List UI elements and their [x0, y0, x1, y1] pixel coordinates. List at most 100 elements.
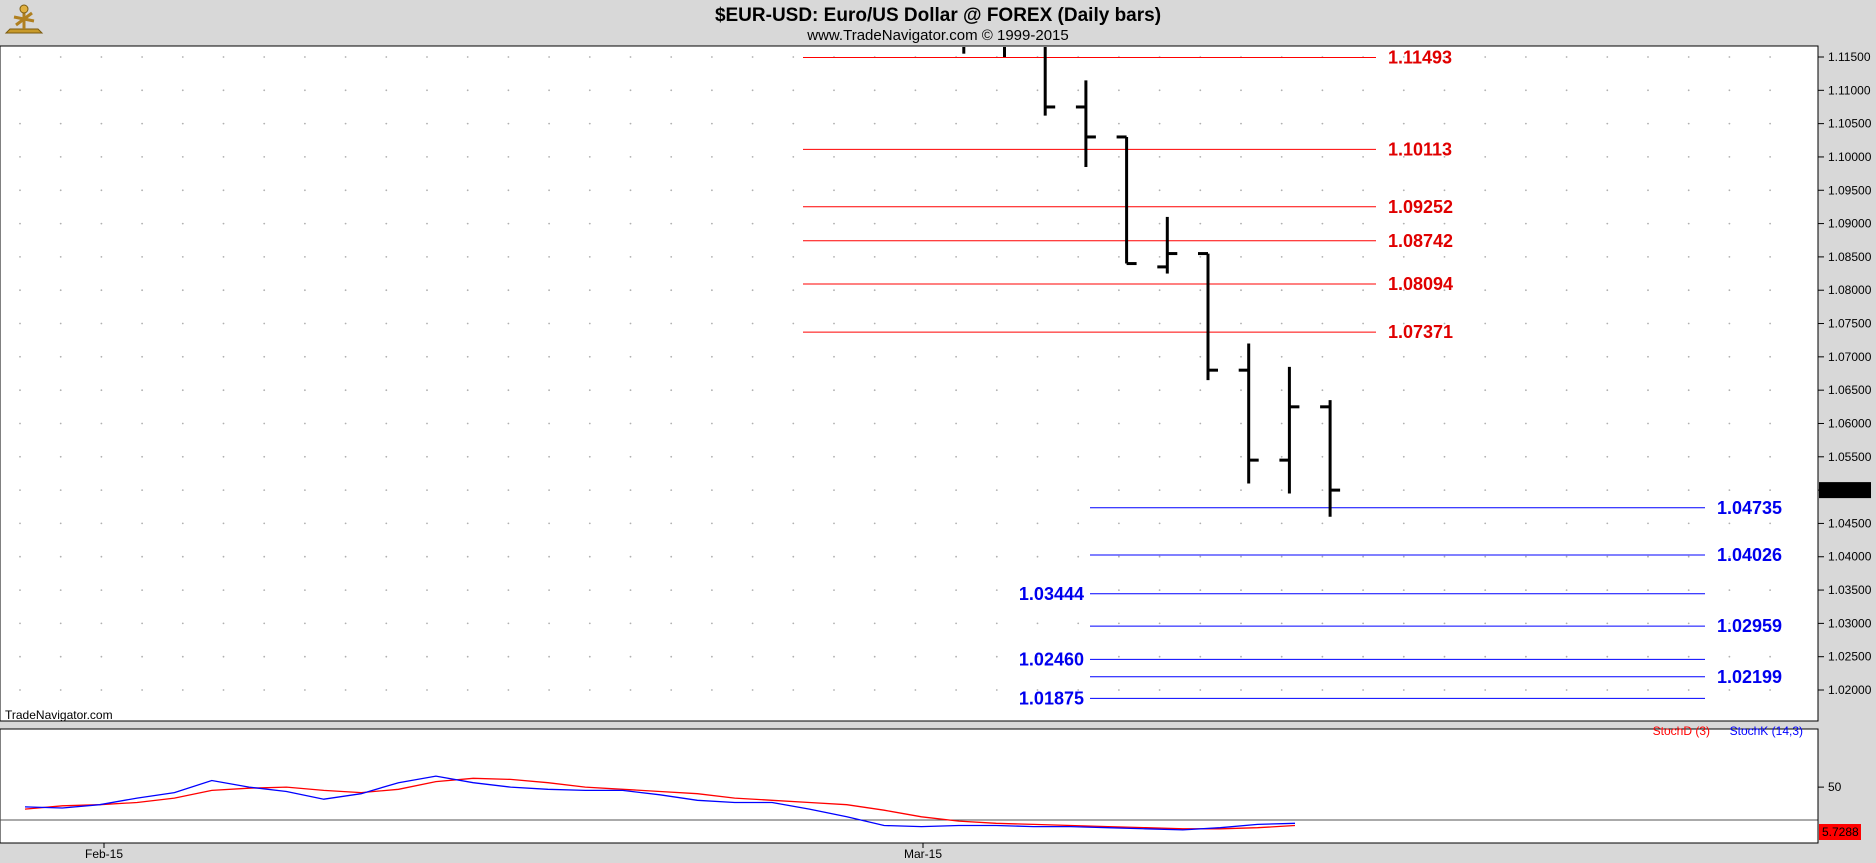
grid-dot — [1565, 389, 1568, 392]
grid-dot — [1606, 522, 1609, 525]
grid-dot — [1484, 689, 1487, 691]
grid-dot — [1158, 222, 1161, 225]
grid-dot — [1565, 89, 1568, 92]
grid-dot — [1687, 322, 1690, 325]
grid-dot — [385, 355, 388, 358]
grid-dot — [629, 422, 632, 425]
grid-dot — [59, 589, 62, 591]
grid-dot — [1606, 622, 1609, 625]
grid-dot — [1728, 289, 1731, 292]
grid-dot — [1484, 156, 1487, 158]
grid-dot — [19, 222, 21, 225]
grid-dot — [304, 689, 306, 691]
grid-dot — [629, 322, 632, 325]
grid-dot — [1484, 655, 1487, 658]
grid-dot — [711, 56, 713, 58]
last-price-label: 1.05000 — [1822, 483, 1866, 497]
grid-dot — [1036, 589, 1039, 591]
grid-dot — [1036, 122, 1039, 125]
grid-dot — [1606, 189, 1609, 192]
grid-dot — [792, 122, 795, 125]
ohlc-bar — [1320, 400, 1341, 517]
grid-dot — [955, 355, 957, 358]
grid-dot — [1036, 289, 1039, 292]
grid-dot — [711, 455, 713, 458]
grid-dot — [1077, 422, 1080, 425]
grid-dot — [59, 56, 62, 58]
grid-dot — [588, 122, 591, 125]
last-price-marker — [1819, 482, 1871, 499]
grid-dot — [141, 489, 144, 491]
grid-dot — [263, 489, 266, 491]
level-label: 1.04026 — [1717, 545, 1782, 565]
grid-dot — [1647, 555, 1649, 558]
price-tick-label: 1.10500 — [1828, 117, 1872, 131]
grid-dot — [1077, 156, 1080, 158]
level-label: 1.10113 — [1388, 139, 1452, 159]
grid-dot — [1565, 422, 1568, 425]
grid-dot — [1443, 355, 1446, 358]
grid-dot — [914, 455, 917, 458]
grid-dot — [1769, 56, 1771, 58]
grid-dot — [344, 355, 347, 358]
grid-dot — [548, 655, 550, 658]
grid-dot — [629, 189, 632, 192]
grid-dot — [1769, 289, 1771, 292]
grid-dot — [1647, 156, 1649, 158]
grid-dot — [833, 555, 835, 558]
grid-dot — [1402, 289, 1405, 292]
grid-dot — [19, 422, 21, 425]
grid-dot — [1362, 455, 1364, 458]
grid-dot — [955, 689, 957, 691]
grid-dot — [222, 322, 225, 325]
logo-icon[interactable] — [4, 4, 44, 34]
grid-dot — [1728, 355, 1731, 358]
ohlc-bar — [1043, 47, 1056, 116]
grid-dot — [304, 156, 306, 158]
grid-dot — [955, 122, 957, 125]
grid-dot — [1769, 522, 1771, 525]
grid-dot — [466, 56, 469, 58]
grid-dot — [304, 389, 306, 392]
grid-dot — [548, 589, 550, 591]
grid-dot — [1036, 422, 1039, 425]
grid-dot — [548, 189, 550, 192]
grid-dot — [711, 322, 713, 325]
grid-dot — [263, 256, 266, 258]
price-tick-label: 1.06500 — [1828, 383, 1872, 397]
grid-dot — [181, 256, 184, 258]
grid-dot — [344, 655, 347, 658]
grid-dot — [588, 56, 591, 58]
grid-dot — [1402, 555, 1405, 558]
grid-dot — [1525, 589, 1527, 591]
grid-dot — [792, 455, 795, 458]
grid-dot — [141, 455, 144, 458]
grid-dot — [873, 589, 876, 591]
grid-dot — [670, 222, 673, 225]
grid-dot — [1647, 289, 1649, 292]
grid-dot — [263, 156, 266, 158]
grid-dot — [263, 655, 266, 658]
grid-dot — [751, 689, 754, 691]
grid-dot — [222, 56, 225, 58]
grid-dot — [1687, 222, 1690, 225]
grid-dot — [1565, 322, 1568, 325]
grid-dot — [1525, 422, 1527, 425]
grid-dot — [1728, 589, 1731, 591]
grid-dot — [1443, 222, 1446, 225]
grid-dot — [426, 489, 428, 491]
grid-dot — [304, 422, 306, 425]
grid-dot — [1118, 489, 1120, 491]
grid-dot — [1565, 355, 1568, 358]
grid-dot — [1321, 355, 1324, 358]
grid-dot — [1240, 322, 1242, 325]
grid-dot — [1687, 522, 1690, 525]
grid-dot — [1525, 489, 1527, 491]
grid-dot — [1077, 322, 1080, 325]
grid-dot — [873, 689, 876, 691]
grid-dot — [222, 455, 225, 458]
grid-dot — [222, 522, 225, 525]
grid-dot — [100, 189, 103, 192]
grid-dot — [100, 289, 103, 292]
